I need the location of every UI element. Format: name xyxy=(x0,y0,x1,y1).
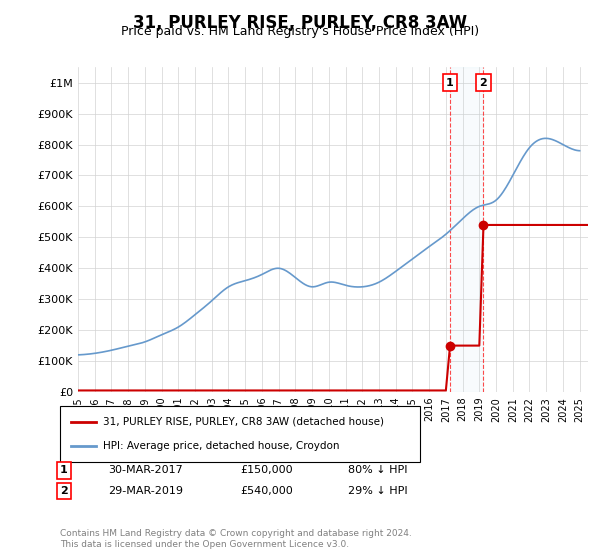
Text: 29% ↓ HPI: 29% ↓ HPI xyxy=(348,486,407,496)
Text: 1: 1 xyxy=(446,78,454,88)
Text: 2: 2 xyxy=(60,486,68,496)
Text: 1: 1 xyxy=(60,465,68,475)
Text: 30-MAR-2017: 30-MAR-2017 xyxy=(108,465,183,475)
Text: £540,000: £540,000 xyxy=(240,486,293,496)
Text: 31, PURLEY RISE, PURLEY, CR8 3AW (detached house): 31, PURLEY RISE, PURLEY, CR8 3AW (detach… xyxy=(103,417,384,427)
Text: Contains HM Land Registry data © Crown copyright and database right 2024.
This d: Contains HM Land Registry data © Crown c… xyxy=(60,529,412,549)
Text: 29-MAR-2019: 29-MAR-2019 xyxy=(108,486,183,496)
Text: Price paid vs. HM Land Registry's House Price Index (HPI): Price paid vs. HM Land Registry's House … xyxy=(121,25,479,38)
Text: HPI: Average price, detached house, Croydon: HPI: Average price, detached house, Croy… xyxy=(103,441,340,451)
Bar xyxy=(450,67,484,392)
Text: 2: 2 xyxy=(479,78,487,88)
Text: £150,000: £150,000 xyxy=(240,465,293,475)
Text: 31, PURLEY RISE, PURLEY, CR8 3AW: 31, PURLEY RISE, PURLEY, CR8 3AW xyxy=(133,14,467,32)
Text: 80% ↓ HPI: 80% ↓ HPI xyxy=(348,465,407,475)
FancyBboxPatch shape xyxy=(60,406,420,462)
